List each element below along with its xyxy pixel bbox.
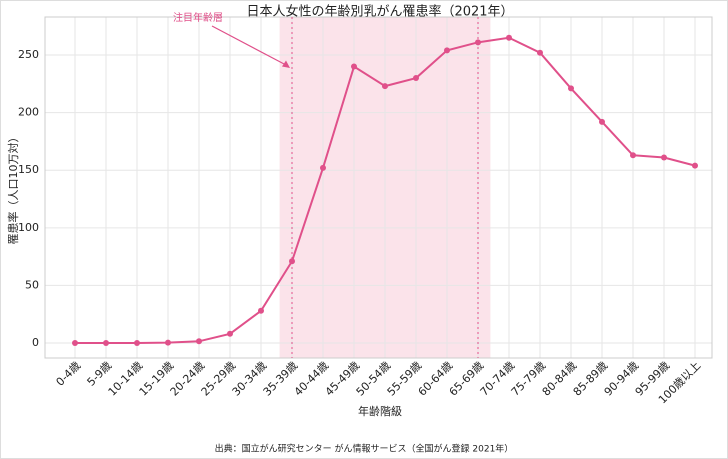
- y-tick-label: 150: [18, 163, 39, 176]
- data-point: [134, 340, 140, 347]
- data-point: [599, 118, 605, 125]
- annotation: 注目年齢層: [173, 11, 223, 24]
- data-point: [351, 63, 357, 70]
- data-point: [258, 307, 264, 314]
- source-note: 出典：国立がん研究センター がん情報サービス（全国がん登録 2021年）: [215, 443, 514, 455]
- data-point: [630, 152, 636, 159]
- y-tick-label: 50: [25, 278, 39, 291]
- data-point: [444, 47, 450, 54]
- data-point: [692, 162, 698, 169]
- data-point: [103, 340, 109, 347]
- data-point: [196, 338, 202, 345]
- data-point: [289, 258, 295, 265]
- data-point: [227, 330, 233, 337]
- plot-border: [44, 16, 713, 359]
- y-tick-label: 100: [18, 221, 39, 234]
- y-tick-label: 250: [18, 48, 39, 61]
- data-point: [165, 339, 171, 346]
- data-point: [661, 154, 667, 161]
- data-point: [537, 49, 543, 56]
- data-point: [320, 164, 326, 171]
- data-point: [72, 340, 78, 347]
- data-point: [382, 83, 388, 90]
- y-tick-label: 0: [32, 336, 39, 349]
- arrow-head: [282, 60, 290, 68]
- y-tick-label: 200: [18, 106, 39, 119]
- annotation-arrow: [211, 25, 287, 66]
- data-point: [413, 75, 419, 82]
- chart-title: 日本人女性の年齢別乳がん罹患率（2021年）: [246, 4, 513, 20]
- y-axis-title: 罹患率（人口10万対）: [6, 132, 20, 245]
- x-axis-title: 年齢階級: [358, 404, 402, 418]
- data-point: [568, 85, 574, 92]
- data-point: [475, 39, 481, 46]
- data-point: [506, 34, 512, 41]
